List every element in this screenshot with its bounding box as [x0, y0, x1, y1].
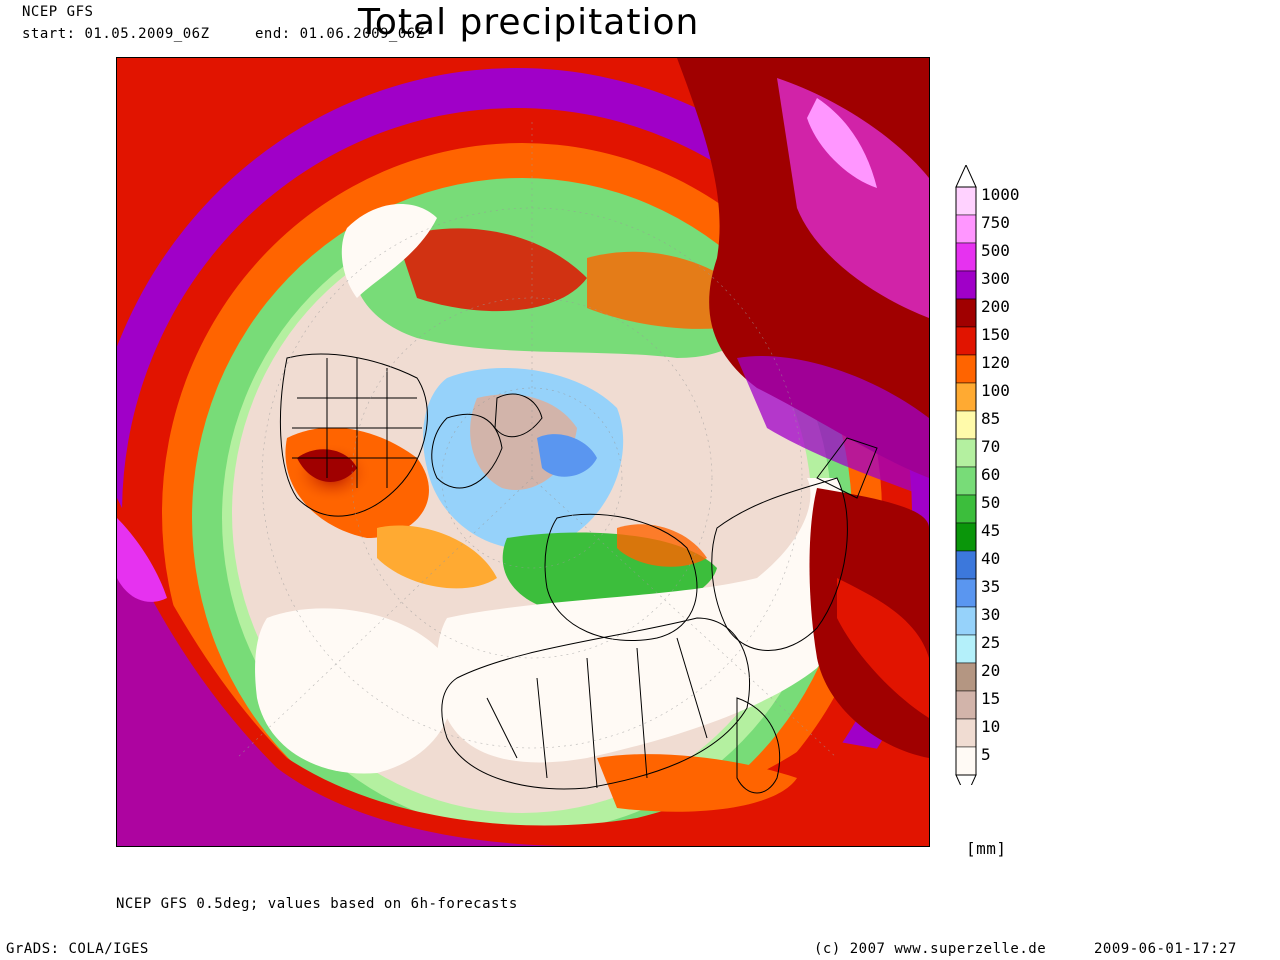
legend-label-40: 40 — [981, 549, 1001, 568]
legend-swatch-20 — [955, 662, 977, 692]
legend-swatch-45 — [955, 522, 977, 552]
legend-label-150: 150 — [981, 325, 1010, 344]
legend-label-20: 20 — [981, 661, 1001, 680]
model-name: NCEP GFS — [22, 4, 94, 20]
legend-label-15: 15 — [981, 689, 1001, 708]
legend-label-120: 120 — [981, 353, 1010, 372]
map-title: Total precipitation — [358, 2, 700, 43]
legend-swatch-500 — [955, 242, 977, 272]
legend-label-100: 100 — [981, 381, 1010, 400]
data-note: NCEP GFS 0.5deg; values based on 6h-fore… — [116, 896, 518, 912]
legend-swatch-30 — [955, 606, 977, 636]
legend-swatch-50 — [955, 494, 977, 524]
legend-swatch-100 — [955, 382, 977, 412]
legend-unit: [mm] — [966, 839, 1007, 858]
software-credit: GrADS: COLA/IGES — [6, 941, 149, 957]
legend-label-5: 5 — [981, 745, 991, 764]
legend-label-70: 70 — [981, 437, 1001, 456]
legend-label-60: 60 — [981, 465, 1001, 484]
legend-label-10: 10 — [981, 717, 1001, 736]
legend-outline — [955, 186, 977, 776]
legend-label-45: 45 — [981, 521, 1001, 540]
legend-swatch-60 — [955, 466, 977, 496]
legend-swatch-85 — [955, 410, 977, 440]
timestamp: 2009-06-01-17:27 — [1094, 941, 1237, 957]
legend-label-1000: 1000 — [981, 185, 1020, 204]
legend-swatch-1000 — [955, 186, 977, 216]
end-time: end: 01.06.2009_06Z — [255, 26, 425, 42]
legend-label-85: 85 — [981, 409, 1001, 428]
legend-swatch-15 — [955, 690, 977, 720]
legend-swatch-150 — [955, 326, 977, 356]
legend-swatch-40 — [955, 550, 977, 580]
legend-swatch-120 — [955, 354, 977, 384]
copyright: (c) 2007 www.superzelle.de — [814, 941, 1047, 957]
legend-label-300: 300 — [981, 269, 1010, 288]
legend-label-750: 750 — [981, 213, 1010, 232]
precipitation-field — [117, 58, 929, 846]
legend-swatch-70 — [955, 438, 977, 468]
legend-colorbar — [955, 165, 977, 785]
legend-swatch-35 — [955, 578, 977, 608]
legend-swatch-25 — [955, 634, 977, 664]
legend-label-35: 35 — [981, 577, 1001, 596]
precipitation-map — [116, 57, 930, 847]
legend-label-500: 500 — [981, 241, 1010, 260]
legend-label-30: 30 — [981, 605, 1001, 624]
legend-label-200: 200 — [981, 297, 1010, 316]
legend-swatch-300 — [955, 270, 977, 300]
legend-swatch-10 — [955, 718, 977, 748]
legend-label-25: 25 — [981, 633, 1001, 652]
start-time: start: 01.05.2009_06Z — [22, 26, 210, 42]
legend-swatch-5 — [955, 746, 977, 776]
legend-swatch-750 — [955, 214, 977, 244]
legend-top-arrow — [955, 165, 977, 188]
legend-swatch-200 — [955, 298, 977, 328]
legend-bottom-arrow — [955, 774, 977, 785]
legend-label-50: 50 — [981, 493, 1001, 512]
